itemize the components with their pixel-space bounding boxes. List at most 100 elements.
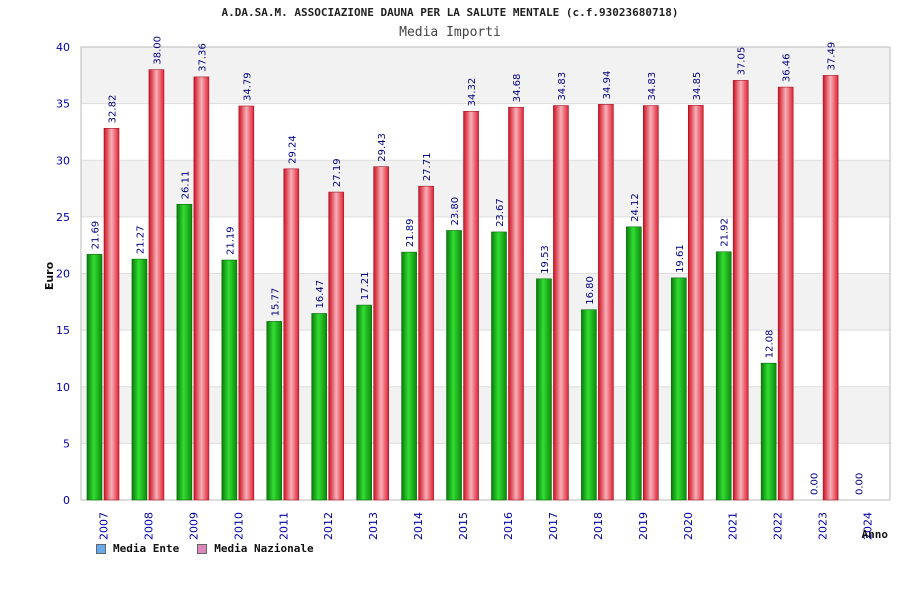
- data-label: 27.71: [422, 153, 433, 182]
- x-tick-label: 2009: [187, 512, 200, 540]
- grid-band: [81, 103, 890, 161]
- x-tick-label: 2020: [682, 512, 695, 540]
- x-tick-label: 2015: [457, 512, 470, 540]
- data-label: 34.83: [557, 72, 568, 101]
- bar-media-ente: [401, 251, 417, 501]
- x-tick-label: 2014: [412, 512, 425, 540]
- bar-media-ente: [626, 226, 642, 501]
- chart-title: A.DA.SA.M. ASSOCIAZIONE DAUNA PER LA SAL…: [221, 6, 679, 19]
- bar-media-nazionale: [418, 185, 434, 501]
- y-tick-label: 10: [56, 381, 70, 394]
- x-tick-label: 2023: [817, 512, 830, 540]
- chart-subtitle: Media Importi: [399, 25, 501, 40]
- x-tick-label: 2012: [322, 512, 335, 540]
- data-label: 37.36: [197, 43, 208, 72]
- data-label: 16.47: [315, 280, 326, 309]
- bar-media-ente: [446, 230, 462, 501]
- data-label: 34.68: [512, 74, 523, 103]
- x-tick-label: 2017: [547, 512, 560, 540]
- data-label: 23.80: [450, 197, 461, 226]
- grid-band: [81, 386, 890, 444]
- legend-item-ente: Media Ente: [96, 542, 179, 555]
- data-label: 34.85: [692, 72, 703, 101]
- bar-media-nazionale: [373, 166, 389, 501]
- data-label: 21.69: [91, 221, 102, 250]
- x-tick-label: 2007: [97, 512, 110, 540]
- data-label: 24.12: [630, 193, 641, 222]
- bar-media-nazionale: [687, 105, 704, 501]
- plot-frame: [80, 46, 891, 501]
- bar-media-nazionale: [508, 106, 524, 501]
- legend-swatch-nazionale: [197, 543, 208, 554]
- grid-band: [81, 160, 890, 217]
- data-label: 32.82: [108, 95, 119, 124]
- data-label: 0.00: [810, 473, 821, 495]
- data-label: 12.08: [765, 330, 776, 359]
- bar-media-nazionale: [777, 86, 794, 501]
- bar-media-nazionale: [643, 105, 659, 501]
- data-label: 21.89: [405, 218, 416, 247]
- x-tick-label: 2019: [637, 512, 650, 540]
- data-label: 21.92: [720, 218, 731, 247]
- data-label: 17.21: [360, 271, 371, 300]
- bar-media-nazionale: [238, 105, 255, 501]
- legend-label-ente: Media Ente: [113, 542, 180, 555]
- data-label: 38.00: [152, 36, 163, 65]
- grid-band: [81, 330, 890, 387]
- bar-media-nazionale: [822, 75, 839, 501]
- bar-media-ente: [536, 278, 552, 501]
- data-label: 16.80: [585, 276, 596, 305]
- grid-band: [81, 443, 890, 500]
- data-label: 34.94: [602, 71, 613, 100]
- bar-media-nazionale: [193, 76, 210, 501]
- data-label: 26.11: [180, 171, 191, 200]
- data-label: 21.27: [135, 225, 146, 254]
- data-label: 19.53: [540, 245, 551, 274]
- data-label: 37.05: [737, 47, 748, 76]
- y-tick-label: 25: [56, 211, 70, 224]
- y-tick-label: 20: [56, 268, 70, 281]
- data-label: 19.61: [675, 244, 686, 273]
- bar-media-ente: [760, 362, 777, 501]
- data-label: 15.77: [270, 288, 281, 317]
- x-axis-label: Anno: [862, 528, 889, 541]
- bar-media-ente: [670, 277, 687, 501]
- y-tick-label: 15: [56, 324, 70, 337]
- bar-media-nazionale: [598, 104, 614, 501]
- y-tick-label: 35: [56, 98, 70, 111]
- bar-media-ente: [131, 258, 148, 501]
- bar-media-nazionale: [553, 105, 569, 501]
- x-tick-label: 2011: [277, 512, 290, 540]
- data-label: 34.83: [647, 72, 658, 101]
- data-label: 37.49: [827, 42, 838, 71]
- bar-media-ente: [311, 313, 328, 501]
- bar-media-nazionale: [148, 69, 165, 501]
- data-label: 0.00: [855, 473, 866, 495]
- legend: Media Ente Media Nazionale: [96, 542, 314, 555]
- data-label: 34.79: [242, 72, 253, 101]
- bar-media-nazionale: [328, 191, 345, 501]
- bar-media-nazionale: [463, 111, 479, 501]
- bar-media-ente: [266, 321, 283, 501]
- bar-media-ente: [86, 254, 103, 501]
- y-axis-label: Euro: [43, 261, 56, 290]
- grid-band: [81, 273, 890, 331]
- x-tick-label: 2024: [862, 512, 875, 540]
- data-label: 29.24: [287, 135, 298, 164]
- y-tick-label: 5: [63, 437, 70, 450]
- x-tick-label: 2022: [772, 512, 785, 540]
- x-tick-label: 2018: [592, 512, 605, 540]
- bar-media-nazionale: [732, 80, 749, 501]
- legend-swatch-ente: [96, 543, 106, 554]
- bar-media-ente: [176, 204, 193, 501]
- x-tick-label: 2010: [232, 512, 245, 540]
- y-tick-label: 0: [63, 494, 70, 507]
- data-label: 21.19: [225, 226, 236, 255]
- grid-band: [81, 216, 890, 274]
- data-label: 27.19: [332, 158, 343, 187]
- x-tick-label: 2008: [142, 512, 155, 540]
- data-label: 29.43: [377, 133, 388, 162]
- bar-media-ente: [491, 231, 507, 501]
